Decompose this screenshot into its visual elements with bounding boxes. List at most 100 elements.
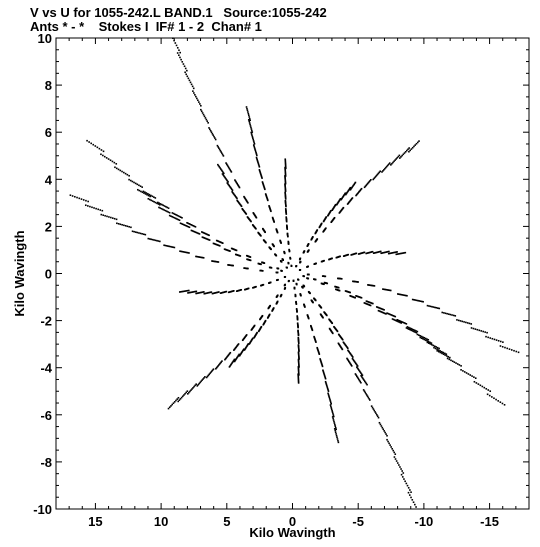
uv-point <box>408 494 411 496</box>
uv-point <box>414 299 417 301</box>
uv-point <box>380 425 383 427</box>
uv-point <box>340 197 343 200</box>
uv-point <box>345 192 348 195</box>
uv-point <box>303 275 305 278</box>
uv-point <box>375 306 378 308</box>
uv-point <box>181 216 183 219</box>
uv-point <box>312 301 314 304</box>
uv-point <box>201 236 204 238</box>
uv-point <box>114 166 116 169</box>
uv-point <box>297 373 299 375</box>
uv-point <box>436 307 439 309</box>
uv-point <box>347 253 350 256</box>
uv-point <box>201 231 203 233</box>
y-axis-ticks: -10 -8 -6 -4 -2 0 2 4 6 8 10 <box>33 31 529 517</box>
uv-point <box>148 238 151 240</box>
uv-point <box>231 361 234 364</box>
uv-point <box>349 188 352 191</box>
uv-point <box>365 252 367 255</box>
uv-point <box>430 342 433 344</box>
uv-point <box>297 376 300 379</box>
uv-point <box>368 397 370 400</box>
uv-point <box>246 109 249 112</box>
uv-point <box>150 199 153 202</box>
uv-point <box>445 355 448 357</box>
uv-point <box>211 260 214 262</box>
uv-point <box>193 385 195 388</box>
uv-point <box>326 314 328 317</box>
uv-point <box>370 251 373 253</box>
uv-point <box>226 164 229 167</box>
uv-point <box>342 206 345 209</box>
uv-point <box>257 161 259 163</box>
uv-point <box>196 385 199 387</box>
uv-point <box>202 236 205 239</box>
uv-point <box>203 377 205 379</box>
uv-point <box>221 153 224 156</box>
uv-point <box>364 381 367 384</box>
uv-point <box>165 205 167 208</box>
uv-point <box>260 174 262 176</box>
uv-point <box>349 352 352 355</box>
uv-point <box>188 222 190 225</box>
uv-point <box>486 331 488 334</box>
uv-point <box>377 309 380 312</box>
uv-point <box>339 255 341 258</box>
uv-point <box>234 359 236 362</box>
uv-point <box>326 387 329 390</box>
uv-point <box>495 398 497 401</box>
uv-point <box>211 292 214 295</box>
uv-point <box>323 259 325 262</box>
uv-point <box>215 291 218 294</box>
uv-point <box>404 151 407 153</box>
uv-point <box>284 180 287 183</box>
uv-point <box>129 179 132 182</box>
uv-point <box>377 172 380 175</box>
uv-point <box>271 243 274 245</box>
uv-point <box>503 404 506 406</box>
uv-point <box>206 233 209 236</box>
uv-point <box>147 237 150 240</box>
uv-point <box>335 434 338 437</box>
uv-point <box>297 375 300 378</box>
uv-point <box>287 240 290 243</box>
uv-point <box>416 330 419 333</box>
uv-point <box>458 364 461 366</box>
uv-point <box>374 251 377 254</box>
uv-point <box>284 189 287 192</box>
uv-point <box>401 470 403 472</box>
uv-point <box>225 162 227 164</box>
uv-point <box>247 112 250 115</box>
uv-point <box>323 283 325 286</box>
uv-point <box>259 173 262 175</box>
uv-point <box>176 214 178 217</box>
uv-point <box>303 285 306 288</box>
uv-point <box>141 233 143 235</box>
uv-point <box>484 331 486 333</box>
uv-point <box>382 288 384 290</box>
uv-point <box>309 292 311 295</box>
uv-point <box>379 250 382 253</box>
uv-point <box>450 359 452 362</box>
uv-point <box>153 239 155 241</box>
uv-point <box>378 310 381 312</box>
uv-point <box>218 147 220 150</box>
uv-point <box>229 186 232 189</box>
uv-point <box>371 284 373 287</box>
uv-point <box>376 413 378 416</box>
uv-point <box>232 360 235 363</box>
uv-point <box>222 155 225 157</box>
uv-point <box>381 311 384 314</box>
uv-point <box>317 351 320 354</box>
uv-point <box>426 341 429 344</box>
uv-point <box>409 149 411 152</box>
uv-point <box>131 230 134 233</box>
uv-point <box>215 367 217 370</box>
uv-point <box>330 402 333 405</box>
uv-point <box>263 186 266 189</box>
uv-point <box>385 166 387 169</box>
uv-point <box>326 282 329 285</box>
uv-point <box>347 349 349 352</box>
uv-point <box>297 342 300 345</box>
uv-point <box>217 146 219 148</box>
